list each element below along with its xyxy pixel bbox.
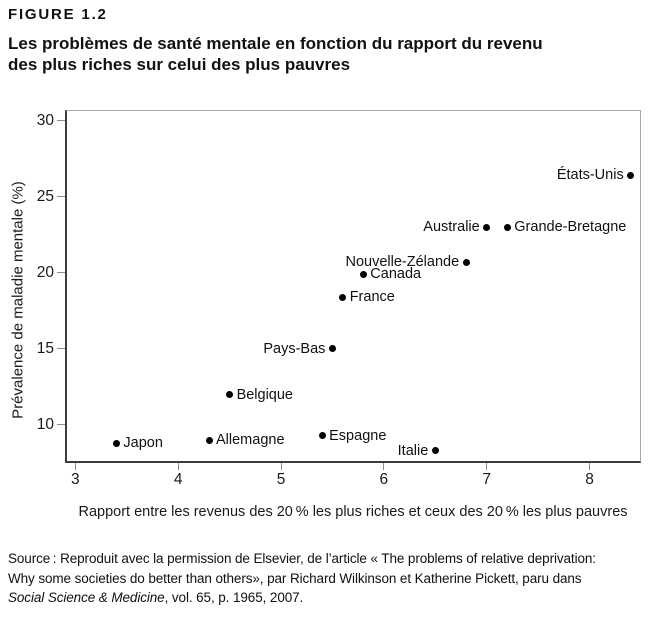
point-label-états-unis: États-Unis <box>556 167 624 184</box>
y-axis-title: Prévalence de maladie mentale (%) <box>9 181 27 419</box>
data-point-états-unis <box>627 171 635 179</box>
x-tick-label-8: 8 <box>585 471 594 488</box>
x-tick-mark-7 <box>486 463 488 470</box>
source-journal-title: Social Science & Medicine <box>8 590 165 605</box>
source-line-2: Why some societies do better than others… <box>8 570 582 586</box>
y-tick-mark-15 <box>57 348 65 350</box>
x-axis-title: Rapport entre les revenus des 20 % les p… <box>78 504 628 520</box>
y-tick-label-30: 30 <box>36 111 54 129</box>
x-tick-label-5: 5 <box>276 471 286 488</box>
y-tick-label-20: 20 <box>36 263 54 281</box>
point-label-japon: Japon <box>123 435 163 452</box>
point-label-allemagne: Allemagne <box>216 432 285 449</box>
point-label-nouvelle-zélande: Nouvelle-Zélande <box>345 254 460 271</box>
data-point-france <box>339 293 347 301</box>
point-label-france: France <box>349 289 395 306</box>
data-point-belgique <box>226 391 234 399</box>
x-tick-mark-3 <box>74 463 76 470</box>
x-tick-label-4: 4 <box>173 471 183 488</box>
y-tick-mark-20 <box>57 272 65 274</box>
source-note: Source : Reproduit avec la permission de… <box>8 549 648 608</box>
point-label-belgique: Belgique <box>236 386 293 403</box>
point-label-pays-bas: Pays-Bas <box>263 340 326 357</box>
point-label-espagne: Espagne <box>329 427 387 444</box>
x-tick-mark-5 <box>280 463 282 470</box>
point-label-italie: Italie <box>397 442 429 459</box>
data-point-pays-bas <box>328 345 336 353</box>
y-tick-mark-30 <box>57 120 65 122</box>
x-tick-label-3: 3 <box>70 471 80 488</box>
source-line-3-rest: , vol. 65, p. 1965, 2007. <box>164 590 304 605</box>
data-point-allemagne <box>205 436 213 444</box>
y-tick-mark-25 <box>57 196 65 198</box>
data-point-nouvelle-zélande <box>462 258 470 266</box>
source-line-3: Social Science & Medicine, vol. 65, p. 1… <box>8 588 648 608</box>
y-tick-label-15: 15 <box>36 339 54 357</box>
figure-label: FIGURE 1.2 <box>8 6 108 23</box>
source-line-1: Source : Reproduit avec la permission de… <box>8 551 596 566</box>
point-label-canada: Canada <box>370 266 422 283</box>
data-point-italie <box>431 447 439 455</box>
data-point-australie <box>483 223 491 231</box>
data-point-espagne <box>318 432 326 440</box>
point-label-australie: Australie <box>423 219 480 236</box>
data-point-japon <box>112 439 120 447</box>
data-point-canada <box>359 270 367 278</box>
y-tick-label-10: 10 <box>36 415 54 433</box>
x-tick-mark-6 <box>383 463 385 470</box>
figure-title: Les problèmes de santé mentale en foncti… <box>8 34 543 74</box>
x-tick-mark-4 <box>177 463 179 470</box>
x-tick-label-7: 7 <box>482 471 492 488</box>
plot-area <box>65 110 641 463</box>
data-point-grande-bretagne <box>503 223 511 231</box>
y-tick-label-25: 25 <box>36 187 54 205</box>
x-tick-mark-8 <box>589 463 591 470</box>
x-tick-label-6: 6 <box>379 471 389 488</box>
point-label-grande-bretagne: Grande-Bretagne <box>514 219 627 236</box>
y-tick-mark-10 <box>57 424 65 426</box>
